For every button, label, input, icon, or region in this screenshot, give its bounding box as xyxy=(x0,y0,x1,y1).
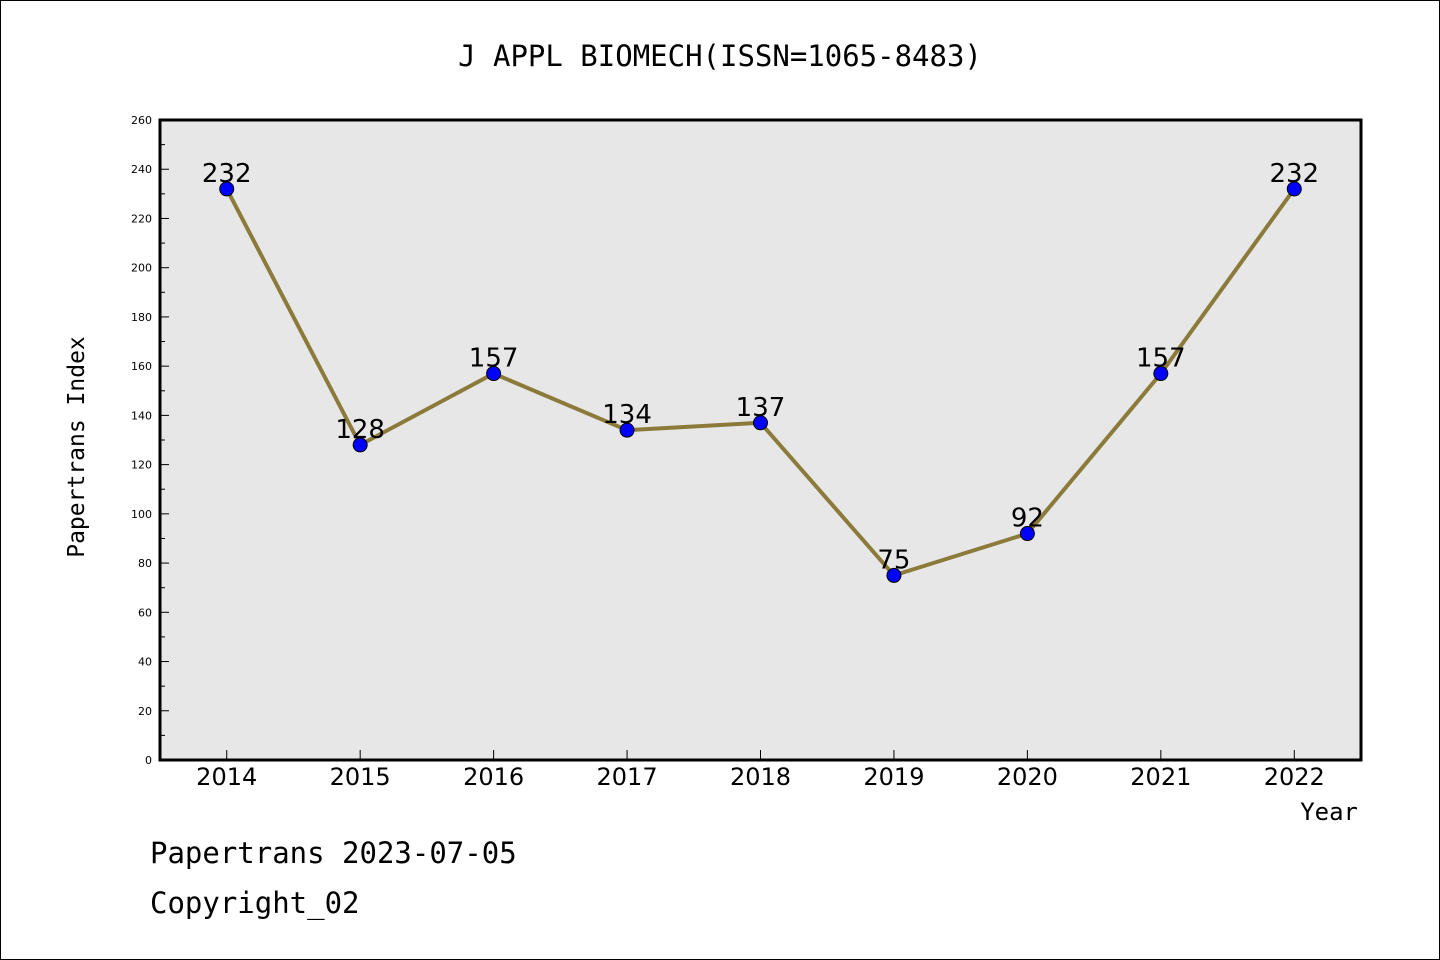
data-point xyxy=(619,422,635,438)
y-tick-label: 240 xyxy=(131,163,152,176)
x-axis-label: Year xyxy=(1300,798,1358,826)
y-tick-label: 0 xyxy=(145,754,152,767)
y-tick-label: 120 xyxy=(131,459,152,472)
data-point xyxy=(352,437,368,453)
data-label: 128 xyxy=(335,415,385,445)
y-tick-label: 80 xyxy=(138,557,152,570)
data-label: 137 xyxy=(736,393,786,423)
y-tick-label: 100 xyxy=(131,508,152,521)
y-tick-label: 200 xyxy=(131,262,152,275)
y-tick-label: 140 xyxy=(131,409,152,422)
data-label: 232 xyxy=(202,159,252,189)
data-points xyxy=(219,181,1302,583)
data-label: 157 xyxy=(1136,344,1186,374)
y-tick-label: 160 xyxy=(131,360,152,373)
x-tick-label: 2014 xyxy=(196,763,257,791)
x-tick-label: 2018 xyxy=(730,763,791,791)
x-tick-label: 2022 xyxy=(1264,763,1325,791)
data-point xyxy=(219,181,235,197)
data-point xyxy=(886,567,902,583)
data-label: 134 xyxy=(602,400,652,430)
y-tick-label: 220 xyxy=(131,212,152,225)
plot-border xyxy=(158,118,1363,762)
y-axis-ticks: 0 20 40 60 80 100 120 140 160 180 200 220 240 260 xyxy=(131,114,169,767)
y-tick-label: 40 xyxy=(138,656,152,669)
x-tick-label: 2021 xyxy=(1130,763,1191,791)
y-tick-label: 60 xyxy=(138,606,152,619)
footer-copyright: Copyright_02 xyxy=(150,886,360,920)
data-label: 75 xyxy=(877,545,910,575)
data-point xyxy=(753,415,768,431)
data-label: 232 xyxy=(1269,159,1319,189)
data-point xyxy=(1019,526,1035,542)
data-labels: 232 128 157 134 137 75 92 157 232 xyxy=(202,159,1319,575)
y-axis-label: Papertrans Index xyxy=(64,336,90,558)
data-label: 92 xyxy=(1011,504,1044,534)
x-tick-label: 2020 xyxy=(997,763,1058,791)
x-axis-ticks: 2014 2015 2016 2017 2018 2019 2020 2021 2022 xyxy=(196,750,1325,791)
data-point xyxy=(1153,366,1169,382)
x-tick-label: 2016 xyxy=(463,763,524,791)
y-tick-label: 180 xyxy=(131,311,152,324)
data-point xyxy=(486,366,502,382)
x-tick-label: 2015 xyxy=(330,763,391,791)
data-label: 157 xyxy=(469,344,519,374)
chart-title: J APPL BIOMECH(ISSN=1065-8483) xyxy=(458,39,982,73)
x-tick-label: 2019 xyxy=(863,763,924,791)
data-point xyxy=(1286,181,1302,197)
footer-date: Papertrans 2023-07-05 xyxy=(150,836,517,870)
x-tick-label: 2017 xyxy=(597,763,658,791)
y-tick-label: 260 xyxy=(131,114,152,127)
y-tick-label: 20 xyxy=(138,705,152,718)
